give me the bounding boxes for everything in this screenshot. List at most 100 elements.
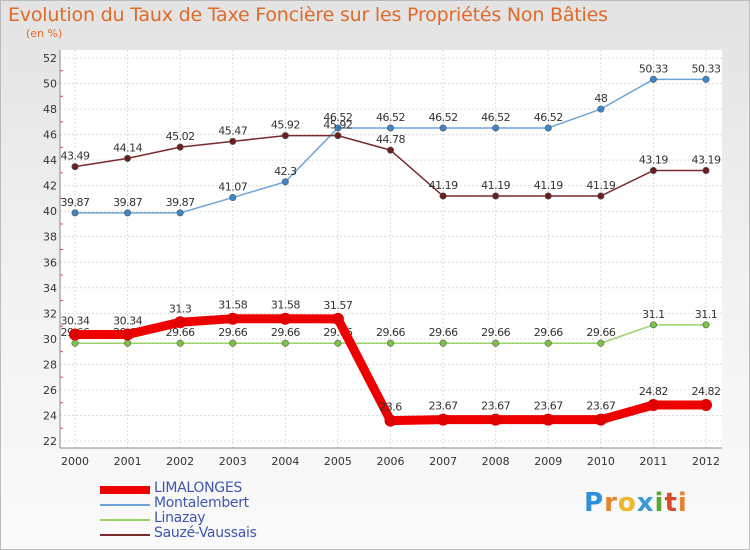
data-point: [492, 339, 500, 347]
data-point: [702, 166, 710, 174]
y-tick-label: 30: [43, 333, 57, 346]
x-tick-label: 2011: [639, 455, 667, 468]
data-point: [226, 312, 239, 325]
data-label: 31.58: [271, 299, 300, 312]
proxiti-logo: Proxiti: [584, 488, 688, 518]
chart-title: Evolution du Taux de Taxe Foncière sur l…: [8, 4, 608, 26]
x-tick-label: 2002: [166, 455, 194, 468]
legend-label: Sauzé-Vaussais: [154, 525, 257, 541]
data-point: [542, 413, 555, 426]
data-label: 46.52: [376, 111, 405, 124]
data-point: [176, 209, 184, 217]
y-tick-label: 50: [43, 78, 57, 91]
data-label: 41.19: [534, 179, 563, 192]
data-point: [647, 398, 660, 411]
data-label: 42.3: [274, 165, 297, 178]
data-label: 29.66: [271, 326, 300, 339]
data-label: 43.19: [639, 153, 668, 166]
data-point: [544, 339, 552, 347]
data-label: 23.67: [586, 400, 615, 413]
x-tick-label: 2004: [271, 455, 299, 468]
data-label: 24.82: [692, 385, 721, 398]
y-tick-label: 44: [43, 154, 57, 167]
data-label: 23.67: [429, 400, 458, 413]
logo-letter: i: [677, 488, 688, 518]
data-label: 41.19: [481, 179, 510, 192]
data-point: [121, 328, 134, 341]
data-label: 39.87: [166, 196, 195, 209]
y-tick-label: 48: [43, 103, 57, 116]
data-point: [386, 146, 394, 154]
y-tick-label: 40: [43, 205, 57, 218]
data-label: 39.87: [61, 196, 90, 209]
y-tick-label: 38: [43, 231, 57, 244]
data-point: [281, 339, 289, 347]
legend-swatch-montalembert: [100, 504, 150, 506]
data-label: 46.52: [534, 111, 563, 124]
data-point: [331, 312, 344, 325]
data-point: [281, 132, 289, 140]
x-tick-label: 2007: [429, 455, 457, 468]
data-label: 31.57: [323, 299, 352, 312]
data-point: [597, 105, 605, 113]
data-point: [124, 339, 132, 347]
data-label: 24.82: [639, 385, 668, 398]
data-label: 29.66: [429, 326, 458, 339]
data-label: 44.78: [376, 133, 405, 146]
data-label: 43.19: [692, 153, 721, 166]
logo-letter: P: [584, 488, 605, 518]
data-label: 44.14: [113, 141, 142, 154]
data-label: 30.34: [61, 315, 90, 328]
data-label: 45.47: [218, 124, 247, 137]
data-point: [176, 143, 184, 151]
y-tick-label: 32: [43, 307, 57, 320]
data-label: 46.52: [323, 111, 352, 124]
data-point: [386, 339, 394, 347]
data-label: 41.19: [586, 179, 615, 192]
data-label: 41.19: [429, 179, 458, 192]
data-point: [492, 124, 500, 132]
data-label: 50.33: [692, 62, 721, 75]
data-label: 39.87: [113, 196, 142, 209]
logo-letter: r: [604, 488, 618, 518]
data-label: 29.66: [481, 326, 510, 339]
data-point: [69, 328, 81, 341]
data-point: [174, 316, 187, 329]
data-point: [544, 192, 552, 200]
data-label: 29.66: [534, 326, 563, 339]
x-tick-label: 2012: [692, 455, 720, 468]
data-point: [334, 124, 342, 132]
x-tick-label: 2010: [587, 455, 615, 468]
y-tick-label: 34: [43, 282, 57, 295]
data-label: 46.52: [429, 111, 458, 124]
y-tick-label: 24: [43, 409, 57, 422]
legend-swatch-sauze-vaussais: [100, 534, 150, 536]
data-label: 31.58: [218, 299, 247, 312]
data-point: [176, 339, 184, 347]
data-point: [71, 339, 79, 347]
legend-label: Linazay: [154, 510, 206, 526]
data-point: [700, 398, 712, 411]
y-tick-label: 52: [43, 52, 57, 65]
x-tick-label: 2003: [219, 455, 247, 468]
data-label: 30.34: [113, 315, 142, 328]
y-tick-label: 36: [43, 256, 57, 269]
y-tick-label: 46: [43, 129, 57, 142]
data-point: [71, 209, 79, 217]
data-label: 48: [594, 92, 607, 105]
data-point: [334, 339, 342, 347]
data-point: [492, 192, 500, 200]
data-point: [384, 414, 397, 427]
data-point: [489, 413, 502, 426]
data-point: [229, 194, 237, 202]
data-label: 31.1: [642, 308, 665, 321]
data-point: [229, 137, 237, 145]
data-label: 45.02: [166, 130, 195, 143]
data-label: 31.1: [695, 308, 718, 321]
data-label: 43.49: [61, 150, 90, 163]
x-tick-label: 2005: [324, 455, 352, 468]
data-label: 29.66: [218, 326, 247, 339]
data-point: [702, 321, 710, 329]
data-point: [439, 192, 447, 200]
